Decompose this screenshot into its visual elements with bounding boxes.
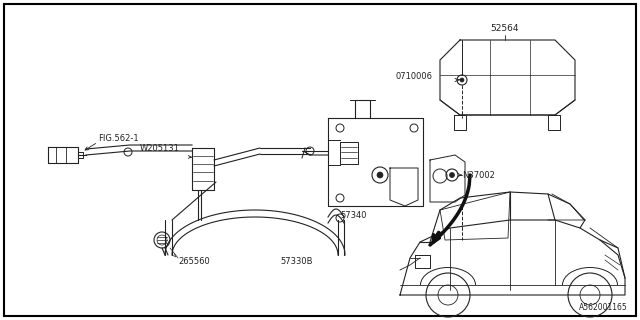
Text: FIG.562-1: FIG.562-1 [98, 133, 139, 142]
Text: N37002: N37002 [462, 171, 495, 180]
Circle shape [377, 172, 383, 178]
Text: 57330B: 57330B [280, 258, 312, 267]
Text: 0710006: 0710006 [395, 71, 432, 81]
Circle shape [460, 78, 464, 82]
Text: A562001165: A562001165 [579, 303, 628, 313]
Text: W205131: W205131 [140, 143, 180, 153]
Text: 52564: 52564 [491, 23, 519, 33]
Text: 57340: 57340 [340, 211, 367, 220]
Circle shape [449, 172, 454, 178]
Text: 265560: 265560 [178, 258, 210, 267]
